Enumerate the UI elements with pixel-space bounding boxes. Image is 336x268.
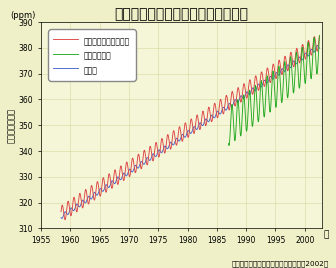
綿里（日本） xyxy=(287,70,291,73)
Y-axis label: 二酸化炭素濃度: 二酸化炭素濃度 xyxy=(7,108,16,143)
マウナロア（ハワイ） xyxy=(59,210,63,213)
南極点 xyxy=(174,137,178,140)
Text: (ppm): (ppm) xyxy=(10,11,35,20)
マウナロア（ハワイ） xyxy=(206,107,210,110)
Text: 年: 年 xyxy=(324,230,329,239)
Line: 綿里（日本）: 綿里（日本） xyxy=(228,36,320,146)
マウナロア（ハワイ） xyxy=(79,199,83,202)
南極点 xyxy=(206,120,210,123)
綿里（日本） xyxy=(243,105,247,108)
マウナロア（ハワイ） xyxy=(174,143,178,147)
マウナロア（ハワイ） xyxy=(63,218,67,221)
南極点 xyxy=(169,140,173,144)
Line: マウナロア（ハワイ）: マウナロア（ハワイ） xyxy=(61,35,320,220)
南極点 xyxy=(90,197,94,200)
Title: 大気中の二酸化炭素濃度の経年変化: 大気中の二酸化炭素濃度の経年変化 xyxy=(115,7,249,21)
綿里（日本） xyxy=(268,110,272,113)
マウナロア（ハワイ） xyxy=(318,34,322,37)
南極点 xyxy=(60,217,64,220)
綿里（日本） xyxy=(227,144,231,147)
綿里（日本） xyxy=(250,123,254,126)
綿里（日本） xyxy=(226,142,230,145)
マウナロア（ハワイ） xyxy=(169,147,173,150)
綿里（日本） xyxy=(295,55,299,58)
Text: 出所）気象庁「気候変動監視レポート2002」: 出所）気象庁「気候変動監視レポート2002」 xyxy=(232,260,329,267)
南極点 xyxy=(59,216,63,219)
マウナロア（ハワイ） xyxy=(90,184,94,187)
南極点 xyxy=(179,136,183,139)
南極点 xyxy=(318,47,322,50)
Line: 南極点: 南極点 xyxy=(61,46,320,218)
南極点 xyxy=(316,44,320,47)
南極点 xyxy=(79,202,83,205)
マウナロア（ハワイ） xyxy=(179,132,183,135)
綿里（日本） xyxy=(318,34,322,37)
綿里（日本） xyxy=(280,98,284,101)
Legend: マウナロア（ハワイ）, 綿里（日本）, 南極点: マウナロア（ハワイ）, 綿里（日本）, 南極点 xyxy=(48,29,136,81)
